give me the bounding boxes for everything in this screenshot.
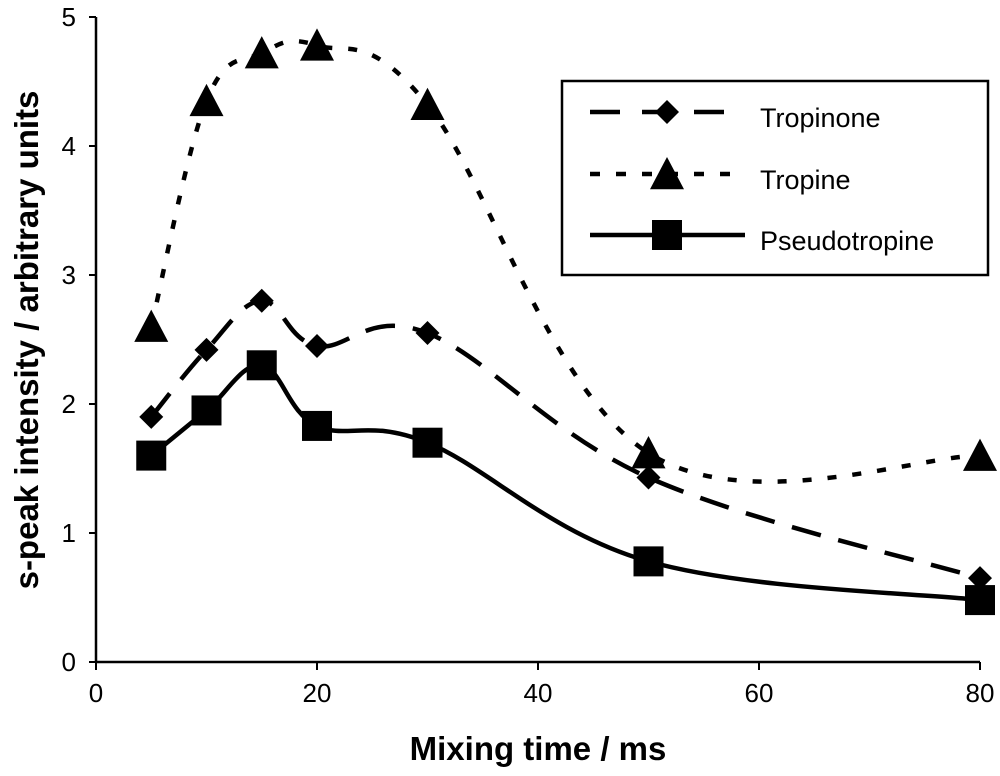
diamond-marker <box>305 333 329 358</box>
triangle-marker <box>189 83 224 117</box>
diamond-marker <box>415 321 440 346</box>
x-tick-label: 60 <box>745 678 774 708</box>
legend-triangle-icon <box>650 157 684 190</box>
legend-label-tropine: Tropine <box>760 165 851 195</box>
x-tick-label: 20 <box>303 678 332 708</box>
x-tick-label: 40 <box>524 678 553 708</box>
series-pseudotropine <box>136 350 995 616</box>
diamond-marker <box>249 288 274 313</box>
y-tick-label: 1 <box>62 518 76 548</box>
x-tick-label: 0 <box>89 678 103 708</box>
triangle-marker <box>134 309 169 342</box>
y-tick-label: 2 <box>62 389 76 419</box>
legend-square-icon <box>652 220 682 250</box>
triangle-marker <box>963 438 997 471</box>
square-marker <box>246 350 277 381</box>
legend-diamond-icon <box>655 100 679 124</box>
diamond-marker <box>968 566 992 591</box>
square-marker <box>412 427 443 458</box>
triangle-marker <box>631 436 666 469</box>
square-marker <box>136 440 167 471</box>
y-tick-label: 5 <box>62 2 76 32</box>
square-marker <box>965 585 995 616</box>
x-axis-label: Mixing time / ms <box>410 730 667 767</box>
square-marker <box>633 546 664 577</box>
legend-box <box>560 79 990 277</box>
diamond-marker <box>139 404 164 429</box>
triangle-marker <box>300 28 334 61</box>
y-tick-label: 3 <box>62 260 76 290</box>
square-marker <box>302 410 332 441</box>
series-tropine <box>134 28 997 484</box>
square-marker <box>191 395 222 426</box>
triangle-marker <box>244 36 279 69</box>
diamond-marker <box>194 337 219 362</box>
series-tropinone <box>139 288 992 591</box>
series-line-pseudotropine <box>149 363 981 603</box>
y-axis-label: s-peak intensity / arbitrary units <box>8 91 45 590</box>
x-tick-label: 80 <box>966 678 995 708</box>
y-tick-label: 4 <box>62 131 76 161</box>
legend-label-pseudotropine: Pseudotropine <box>760 226 934 256</box>
series-layer <box>134 28 997 616</box>
legend-label-tropinone: Tropinone <box>760 103 881 133</box>
triangle-marker <box>410 87 445 121</box>
legend: Tropinone Tropine Pseudotropine <box>560 79 990 277</box>
axes: 0 20 40 60 80 0 1 2 3 4 5 <box>62 2 995 708</box>
y-tick-label: 0 <box>62 647 76 677</box>
series-line-tropinone <box>149 298 981 581</box>
diamond-marker <box>636 465 661 490</box>
